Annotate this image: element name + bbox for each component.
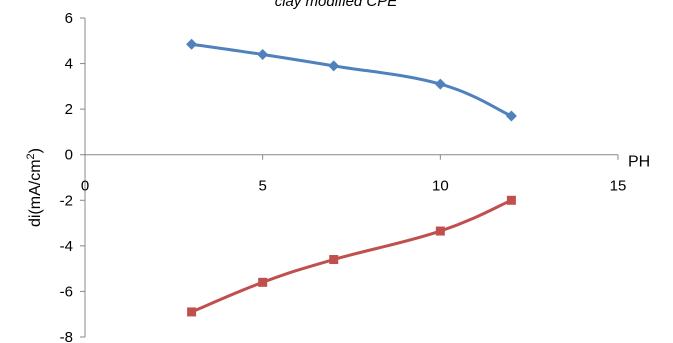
y-tick-label: 0: [65, 147, 73, 164]
x-tick-label: 0: [81, 178, 89, 195]
data-point: [186, 38, 198, 50]
data-point: [434, 78, 446, 90]
data-point: [506, 195, 516, 205]
y-tick-label: -8: [60, 329, 73, 343]
y-tick-label: -2: [60, 192, 73, 209]
y-tick-label: 4: [65, 56, 73, 73]
data-point: [257, 48, 269, 60]
x-tick-label: 10: [432, 178, 449, 195]
series-group: [186, 38, 517, 317]
y-tick-label: -6: [60, 283, 73, 300]
data-point: [435, 226, 445, 236]
series-line: [191, 42, 513, 118]
series-1: [186, 38, 517, 122]
chart-title: clay modified CPE: [275, 0, 399, 10]
x-tick-label: 5: [258, 178, 266, 195]
x-axis-ticks: 0 5 10 15: [81, 154, 627, 195]
y-tick-label: 2: [65, 101, 73, 118]
data-point: [258, 277, 268, 287]
series-2: [187, 195, 516, 317]
x-axis-title: PH: [628, 154, 650, 171]
series-line: [191, 198, 512, 314]
y-tick-label: -4: [60, 238, 73, 255]
data-point: [329, 255, 339, 265]
y-axis-title: di(mA/cm2): [25, 148, 44, 227]
data-point: [328, 60, 340, 72]
data-point: [187, 307, 197, 317]
data-point: [505, 110, 517, 122]
x-tick-label: 15: [610, 178, 627, 195]
y-tick-label: 6: [65, 10, 73, 27]
y-axis-ticks: 6 4 2 0 -2 -4 -6 -8: [60, 10, 85, 343]
